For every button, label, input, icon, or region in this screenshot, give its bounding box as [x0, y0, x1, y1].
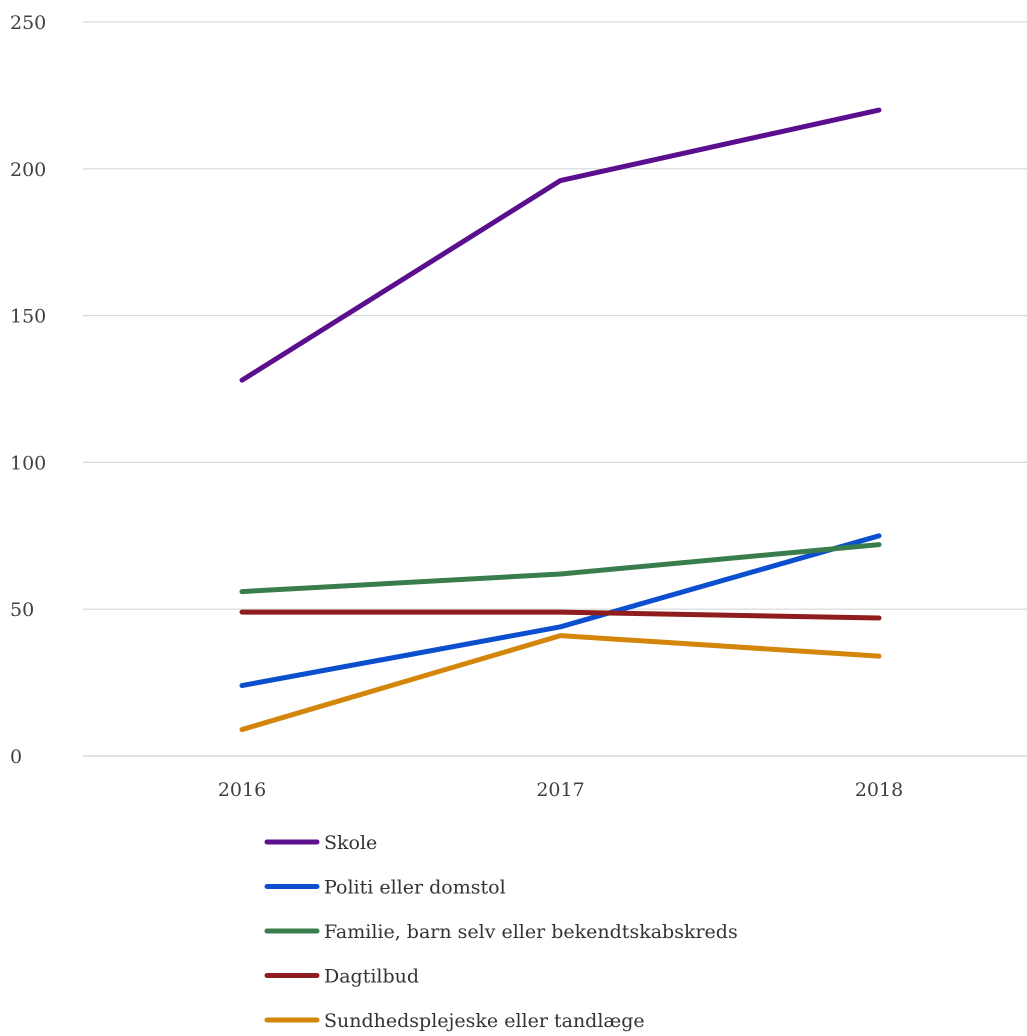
legend-label: Sundhedsplejeske eller tandlæge	[324, 1010, 645, 1032]
legend-item: Skole	[264, 832, 377, 854]
series-line-2	[239, 533, 882, 689]
legend-item: Familie, barn selv eller bekendtskabskre…	[264, 921, 738, 943]
legend-item: Dagtilbud	[264, 966, 419, 988]
legend: Skole Politi eller domstol Familie, barn s…	[264, 832, 738, 1032]
series-line-3	[239, 542, 882, 595]
legend-label: Familie, barn selv eller bekendtskabskre…	[324, 921, 738, 943]
gridlines	[83, 21, 1027, 757]
y-tick-label: 0	[10, 746, 22, 768]
x-axis-ticks: 2016 2017 2018	[218, 779, 903, 801]
series-line-4	[239, 609, 882, 621]
legend-label: Skole	[324, 832, 377, 854]
legend-label: Politi eller domstol	[324, 877, 506, 899]
y-tick-label: 100	[10, 452, 46, 474]
x-tick-label: 2016	[218, 779, 266, 801]
y-tick-label: 200	[10, 159, 46, 181]
legend-item: Sundhedsplejeske eller tandlæge	[264, 1010, 645, 1032]
legend-item: Politi eller domstol	[264, 877, 506, 899]
y-tick-label: 50	[10, 599, 34, 621]
x-tick-label: 2018	[855, 779, 903, 801]
series-line-5	[239, 633, 882, 733]
legend-label: Dagtilbud	[324, 966, 419, 988]
y-tick-label: 150	[10, 306, 46, 328]
y-tick-label: 250	[10, 12, 46, 34]
series-line-1	[239, 107, 882, 383]
x-tick-label: 2017	[536, 779, 584, 801]
y-axis-ticks: 0 50 100 150 200 250	[10, 12, 46, 768]
series-lines	[239, 107, 882, 733]
